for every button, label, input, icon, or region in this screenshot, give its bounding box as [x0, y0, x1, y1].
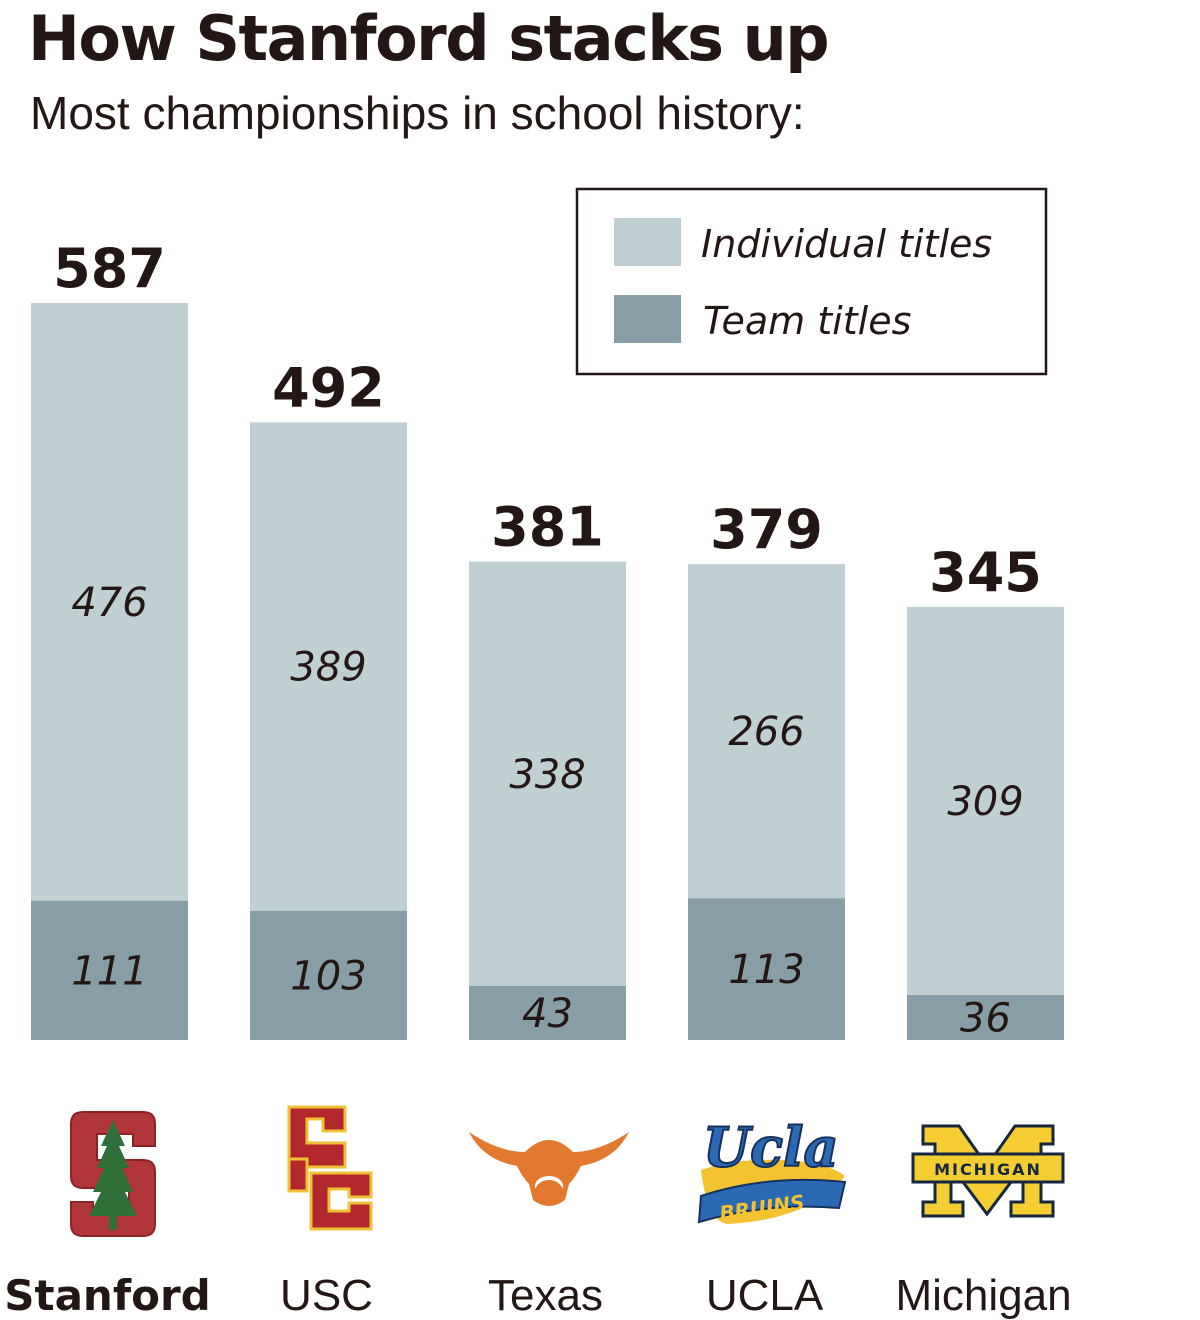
legend-swatch-team	[614, 295, 681, 343]
bar-team-ucla	[688, 898, 845, 1040]
legend-box	[575, 187, 1048, 376]
svg-text:Ucla: Ucla	[703, 1115, 838, 1179]
bar-individual-usc	[250, 422, 407, 911]
school-name-usc: USC	[280, 1271, 373, 1320]
label-total-stanford: 587	[53, 237, 166, 300]
bar-individual-ucla	[688, 564, 845, 899]
label-team-stanford: 111	[71, 948, 147, 994]
bar-individual-texas	[469, 561, 626, 987]
legend-label-team: Team titles	[703, 299, 911, 343]
bar-team-michigan	[907, 994, 1064, 1040]
label-total-texas: 381	[491, 496, 604, 559]
chart-subtitle: Most championships in school history:	[30, 87, 805, 139]
label-individual-michigan: 309	[947, 779, 1023, 825]
texas-logo	[469, 1132, 629, 1206]
legend: Individual titles Team titles	[575, 187, 1048, 376]
school-name-michigan: Michigan	[895, 1271, 1071, 1320]
stanford-logo	[70, 1111, 156, 1237]
school-name-stanford: Stanford	[4, 1271, 210, 1320]
michigan-logo: MICHIGAN	[911, 1124, 1065, 1218]
bars-layer: 111 476 587 Stanford 103 389 492 USC 43 338 381 Tex…	[4, 237, 1071, 1320]
school-name-ucla: UCLA	[706, 1271, 824, 1320]
bar-team-texas	[469, 986, 626, 1040]
label-team-usc: 103	[290, 953, 366, 999]
usc-logo	[287, 1105, 373, 1231]
bar-team-usc	[250, 910, 407, 1040]
bar-individual-michigan	[907, 606, 1064, 995]
label-total-ucla: 379	[710, 498, 823, 561]
label-individual-texas: 338	[509, 752, 585, 798]
label-team-michigan: 36	[960, 995, 1011, 1041]
label-individual-stanford: 476	[71, 580, 147, 626]
school-name-texas: Texas	[488, 1271, 603, 1320]
label-individual-usc: 389	[290, 644, 366, 690]
legend-label-individual: Individual titles	[701, 222, 992, 266]
chart-title: How Stanford stacks up	[28, 2, 830, 75]
label-individual-ucla: 266	[728, 709, 804, 755]
label-team-texas: 43	[522, 991, 573, 1037]
bar-team-stanford	[31, 900, 188, 1040]
label-total-michigan: 345	[929, 541, 1042, 604]
legend-swatch-individual	[614, 218, 681, 266]
bar-individual-stanford	[31, 303, 188, 901]
label-total-usc: 492	[272, 356, 385, 419]
svg-text:MICHIGAN: MICHIGAN	[934, 1160, 1042, 1179]
label-team-ucla: 113	[728, 947, 804, 993]
